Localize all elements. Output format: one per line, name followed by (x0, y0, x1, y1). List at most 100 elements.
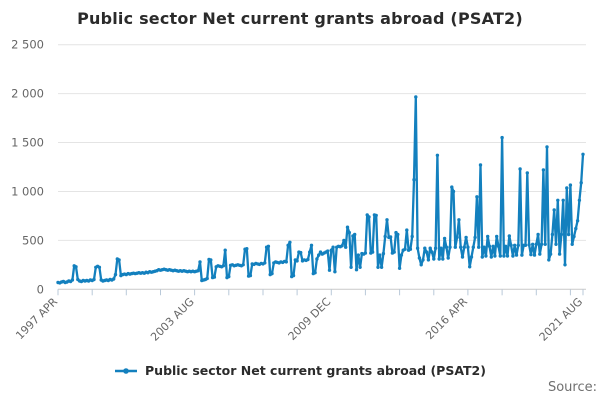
data-point-marker (455, 235, 459, 240)
data-point-marker (552, 208, 556, 212)
data-point-marker (326, 249, 330, 253)
data-point-marker (439, 246, 443, 250)
data-point-marker (113, 272, 118, 277)
data-point-marker (295, 259, 299, 263)
data-point-marker (209, 258, 213, 262)
legend-label: Public sector Net current grants abroad … (145, 363, 486, 378)
x-tick-label: 2021 AUG (537, 295, 586, 344)
data-point-marker (415, 246, 420, 250)
y-axis-tick-labels: 0 500 1 000 1 500 2 000 2 500 (11, 38, 44, 297)
data-point-marker (581, 152, 585, 156)
data-point-marker (379, 265, 384, 269)
data-point-marker (453, 245, 457, 249)
data-point-marker (433, 246, 438, 250)
data-point-marker (419, 263, 423, 267)
data-point-marker (511, 254, 515, 258)
data-point-marker (385, 218, 389, 222)
y-tick-label: 1 500 (11, 136, 44, 150)
data-point-marker (448, 245, 452, 249)
data-point-marker (315, 257, 319, 261)
data-point-marker (480, 255, 484, 259)
data-point-marker (426, 258, 431, 262)
data-point-marker (473, 235, 477, 240)
data-point-marker (428, 246, 432, 250)
data-point-marker (354, 268, 359, 272)
data-point-marker (504, 244, 508, 248)
data-point-marker (263, 261, 267, 265)
data-point-marker (536, 232, 540, 237)
data-point-marker (241, 263, 245, 267)
data-point-marker (421, 258, 425, 262)
data-point-marker (358, 265, 362, 269)
data-point-marker (579, 181, 583, 185)
data-point-marker (223, 248, 227, 252)
y-tick-label: 1 000 (11, 185, 44, 199)
series-line (56, 95, 585, 285)
data-point-marker (451, 189, 456, 194)
data-point-marker (92, 277, 96, 282)
data-point-marker (444, 245, 449, 249)
data-point-marker (74, 265, 78, 269)
data-point-marker (531, 242, 535, 246)
data-point-marker (410, 234, 414, 239)
x-axis-tick-labels: 1997 APR 2003 AUG 2009 DEC 2016 APR 2021 AUG (13, 295, 585, 344)
legend-line-marker-icon (115, 367, 138, 374)
data-point-marker (565, 186, 569, 190)
data-point-marker (212, 275, 217, 279)
data-point-marker (442, 236, 447, 241)
data-point-marker (423, 246, 427, 250)
data-point-marker (574, 226, 578, 231)
legend: Public sector Net current grants abroad … (0, 363, 600, 378)
data-point-marker (353, 232, 357, 237)
data-point-marker (566, 232, 571, 237)
data-point-marker (498, 254, 502, 258)
data-point-marker (460, 255, 465, 259)
data-point-marker (525, 171, 529, 175)
x-tick-label: 2009 DEC (286, 295, 334, 343)
data-point-marker (288, 240, 292, 244)
data-point-marker (550, 232, 555, 237)
gridlines (58, 44, 586, 241)
data-point-marker (347, 230, 351, 235)
data-point-marker (227, 274, 231, 279)
data-point-marker (477, 245, 481, 249)
data-point-marker (572, 234, 576, 239)
data-point-marker (405, 228, 409, 232)
data-point-marker (248, 273, 253, 278)
data-point-marker (412, 178, 416, 182)
data-point-marker (462, 245, 466, 249)
data-point-marker (331, 245, 335, 249)
data-point-marker (309, 243, 314, 247)
data-point-marker (342, 238, 346, 243)
legend-item[interactable]: Public sector Net current grants abroad … (114, 363, 486, 378)
data-point-marker (70, 278, 75, 282)
data-point-marker (408, 247, 413, 251)
data-point-marker (547, 258, 551, 262)
data-point-marker (266, 244, 271, 248)
data-point-marker (430, 250, 434, 254)
data-point-marker (495, 234, 499, 239)
source-label: Source: (547, 380, 597, 395)
data-point-marker (554, 242, 558, 246)
data-point-marker (432, 257, 436, 261)
data-point-marker (478, 163, 483, 167)
data-point-marker (388, 235, 393, 239)
data-point-marker (270, 271, 274, 276)
data-point-marker (205, 276, 209, 281)
data-point-marker (509, 243, 513, 247)
data-point-marker (198, 260, 202, 264)
data-point-marker (417, 256, 422, 260)
data-point-marker (505, 254, 510, 258)
data-point-marker (306, 257, 310, 262)
x-tick-label: 2003 AUG (148, 295, 197, 344)
data-point-marker (367, 215, 371, 219)
data-point-marker (520, 253, 524, 257)
data-point-marker (500, 135, 504, 140)
data-point-marker (308, 250, 312, 254)
data-point-marker (559, 232, 564, 237)
data-point-marker (570, 242, 574, 246)
data-point-marker (441, 257, 445, 261)
data-point-marker (496, 244, 501, 248)
data-point-marker (556, 198, 560, 202)
data-point-marker (299, 250, 303, 255)
